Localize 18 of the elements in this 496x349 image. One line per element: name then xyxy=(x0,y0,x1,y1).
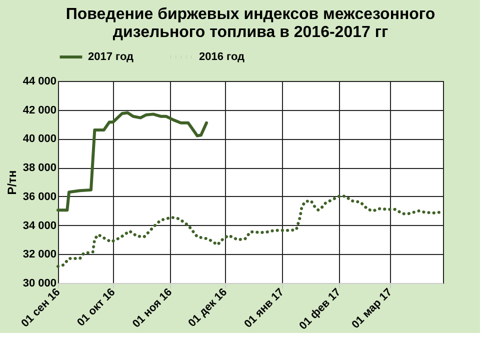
x-tick-label: 01 дек 16 xyxy=(186,286,230,330)
y-axis-title: Р/тн xyxy=(4,170,19,195)
x-tick-label: 01 янв 17 xyxy=(242,286,286,330)
chart-title: Поведение биржевых индексов межсезонного дизельного топлива в 2016-2017 гг xyxy=(66,6,436,41)
y-tick-label: 32 000 xyxy=(22,248,56,261)
x-tick-label: 01 ноя 16 xyxy=(130,286,175,330)
x-tick-label: 01 фев 17 xyxy=(297,286,344,332)
y-tick-label: 40 000 xyxy=(22,133,56,146)
legend-label: 2016 год xyxy=(199,51,245,63)
y-tick-label: 38 000 xyxy=(22,162,56,174)
line-series xyxy=(56,111,208,212)
legend-label: 2017 год xyxy=(88,51,134,63)
y-tick-label: 36 000 xyxy=(22,190,56,203)
x-tick-label: 01 мар 17 xyxy=(350,286,395,332)
y-tick-label: 34 000 xyxy=(22,220,56,232)
x-tick-label: 01 окт 16 xyxy=(75,286,118,329)
y-tick-label: 42 000 xyxy=(22,104,56,116)
y-tick-label: 44 000 xyxy=(22,76,56,88)
